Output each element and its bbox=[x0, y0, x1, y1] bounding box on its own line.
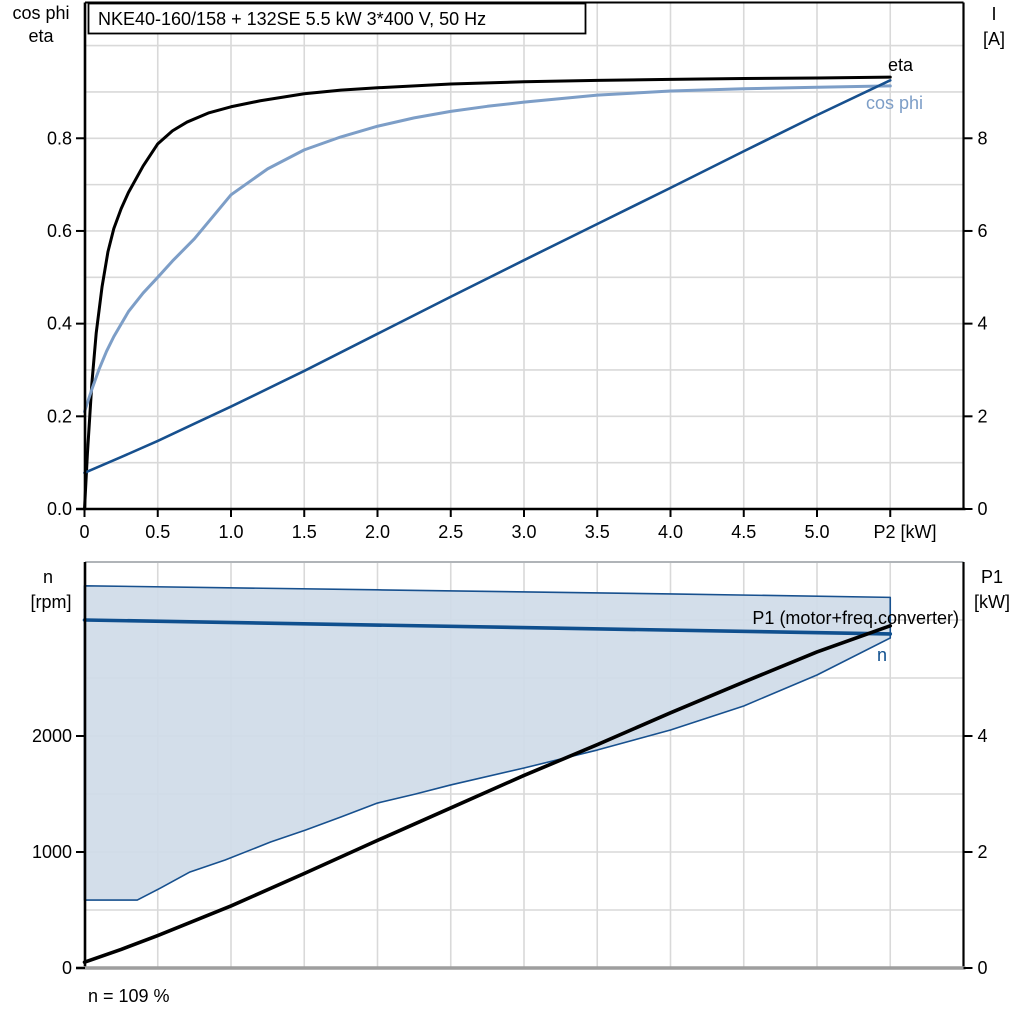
x-tick-label: 5.0 bbox=[804, 522, 829, 542]
x-tick-label: 0 bbox=[79, 522, 89, 542]
bottom-left-axis-header-line1: n bbox=[43, 567, 53, 587]
x-tick-label: 3.5 bbox=[585, 522, 610, 542]
y-left-tick-label: 0.4 bbox=[47, 314, 72, 334]
p1-curve-label: P1 (motor+freq.converter) bbox=[752, 608, 959, 628]
x-tick-label: 0.5 bbox=[145, 522, 170, 542]
y-right-tick-label: 6 bbox=[978, 221, 988, 241]
top-left-axis-header-line2: eta bbox=[28, 26, 54, 46]
axis-ticks: 0 0.5 1.0 1.5 2.0 2.5 3.0 3.5 4.0 4.5 5.0 0.0 0.2 0.4… bbox=[47, 128, 988, 542]
top-chart: 0 0.5 1.0 1.5 2.0 2.5 3.0 3.5 4.0 4.5 5.0 0.0 0.2 0.4… bbox=[47, 1, 988, 542]
y-left-tick-label: 0.0 bbox=[47, 499, 72, 519]
p1-motor-freq-converter--curve bbox=[82, 624, 893, 964]
cos-phi-curve bbox=[83, 84, 892, 414]
x-tick-label: 1.5 bbox=[292, 522, 317, 542]
i-curve bbox=[83, 79, 892, 475]
eta-curve-label: eta bbox=[888, 55, 914, 75]
y-left-tick-label: 0.8 bbox=[47, 128, 72, 148]
bottom-right-axis-header-line2: [kW] bbox=[974, 592, 1010, 612]
speed-note: n = 109 % bbox=[88, 986, 170, 1006]
n-curve bbox=[82, 618, 893, 636]
bottom-right-axis-header-line1: P1 bbox=[981, 567, 1003, 587]
top-left-axis-header-line1: cos phi bbox=[12, 3, 69, 23]
y-left-tick-label: 0.2 bbox=[47, 406, 72, 426]
chart-title: NKE40-160/158 + 132SE 5.5 kW 3*400 V, 50… bbox=[98, 9, 486, 29]
y-right-tick-label: 2 bbox=[978, 842, 988, 862]
y-right-tick-label: 8 bbox=[978, 128, 988, 148]
y-right-tick-label: 0 bbox=[978, 499, 988, 519]
bottom-chart: 0 1000 2000 0 2 4 bbox=[32, 561, 988, 978]
x-tick-label: 2.5 bbox=[438, 522, 463, 542]
x-tick-label: 1.0 bbox=[218, 522, 243, 542]
eta-curve bbox=[83, 75, 892, 511]
top-right-axis-header-line1: I bbox=[991, 4, 996, 24]
speed-range-band bbox=[83, 584, 892, 901]
n-curve-label: n bbox=[877, 645, 887, 665]
y-right-tick-label: 4 bbox=[978, 314, 988, 334]
x-tick-label: 2.0 bbox=[365, 522, 390, 542]
title-box: NKE40-160/158 + 132SE 5.5 kW 3*400 V, 50… bbox=[87, 2, 587, 35]
y-left-tick-label: 0 bbox=[62, 958, 72, 978]
title-box-frame bbox=[87, 2, 587, 35]
x-axis-label: P2 [kW] bbox=[873, 522, 936, 542]
y-right-tick-label: 0 bbox=[978, 958, 988, 978]
y-left-tick-label: 1000 bbox=[32, 842, 72, 862]
bottom-left-axis-header-line2: [rpm] bbox=[30, 592, 71, 612]
y-right-tick-label: 4 bbox=[978, 726, 988, 746]
axis-ticks: 0 1000 2000 0 2 4 bbox=[32, 726, 988, 978]
y-left-tick-label: 2000 bbox=[32, 726, 72, 746]
cos-phi-curve-label: cos phi bbox=[866, 93, 923, 113]
y-right-tick-label: 2 bbox=[978, 406, 988, 426]
top-right-axis-header-line2: [A] bbox=[983, 29, 1005, 49]
y-left-tick-label: 0.6 bbox=[47, 221, 72, 241]
x-tick-label: 3.0 bbox=[511, 522, 536, 542]
x-tick-label: 4.5 bbox=[731, 522, 756, 542]
x-tick-label: 4.0 bbox=[658, 522, 683, 542]
